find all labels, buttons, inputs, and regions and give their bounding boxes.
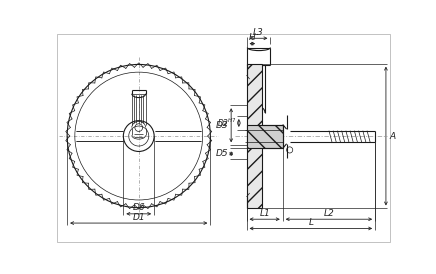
Text: L3: L3	[253, 28, 264, 37]
Text: D1: D1	[133, 213, 145, 222]
Bar	[246, 124, 283, 149]
Text: A: A	[389, 132, 395, 141]
Text: H: H	[249, 33, 255, 42]
Text: D2$^{H7}$: D2$^{H7}$	[217, 117, 237, 129]
Text: L: L	[308, 218, 313, 227]
Text: L2: L2	[324, 209, 334, 218]
Text: D6: D6	[133, 203, 145, 212]
Text: D3: D3	[216, 121, 229, 130]
Text: L1: L1	[259, 209, 270, 218]
Text: D5: D5	[216, 149, 229, 158]
Bar	[246, 64, 262, 209]
